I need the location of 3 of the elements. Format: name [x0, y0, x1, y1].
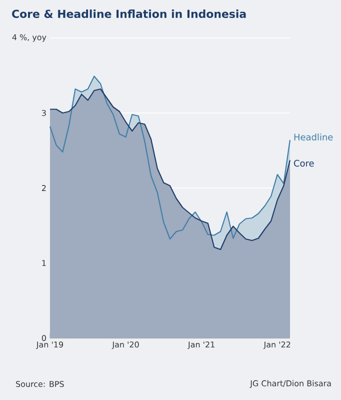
series-label: Core — [294, 160, 314, 167]
chart-title: Core & Headline Inflation in Indonesia — [12, 10, 246, 18]
series-label: Headline — [294, 134, 333, 140]
